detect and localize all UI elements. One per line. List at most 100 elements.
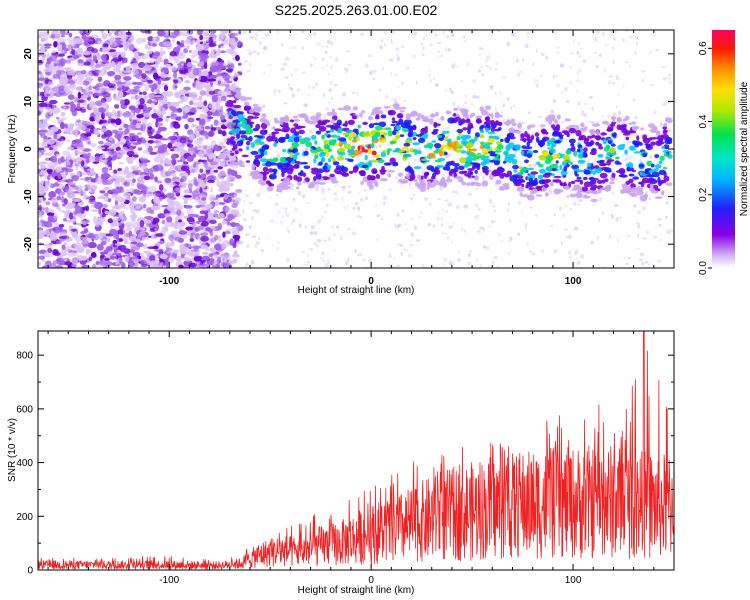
background-speckle (255, 31, 259, 37)
background-speckle (488, 199, 492, 203)
background-speckle (578, 199, 583, 203)
noise-blob (44, 157, 51, 161)
signal-blob (380, 178, 388, 182)
noise-blob (215, 263, 220, 268)
signal-blob (342, 132, 350, 136)
background-speckle (413, 31, 418, 36)
background-speckle (485, 65, 490, 67)
noise-blob (209, 65, 218, 73)
signal-blob (268, 133, 273, 137)
signal-blob (272, 126, 276, 130)
noise-blob (63, 85, 71, 93)
background-speckle (450, 90, 455, 94)
noise-blob (123, 76, 132, 81)
noise-blob (92, 263, 97, 268)
noise-blob (108, 37, 114, 41)
background-speckle (437, 212, 441, 215)
signal-blob (603, 167, 612, 173)
noise-blob (101, 241, 107, 246)
signal-blob (599, 159, 605, 163)
signal-blob (611, 172, 616, 178)
signal-blob (423, 132, 428, 140)
signal-blob (347, 119, 355, 126)
noise-blob (226, 60, 232, 66)
noise-blob (208, 36, 214, 44)
signal-blob (322, 165, 328, 170)
noise-blob (40, 161, 49, 165)
signal-blob (481, 124, 485, 129)
signal-blob (398, 118, 404, 125)
background-speckle (622, 84, 625, 88)
colorbar: 0.00.20.40.6 Normalized spectral amplitu… (698, 30, 750, 275)
signal-blob (544, 192, 549, 197)
noise-blob (179, 61, 186, 65)
noise-blob (131, 178, 136, 184)
noise-blob (86, 234, 95, 238)
background-speckle (521, 210, 524, 213)
noise-blob (118, 128, 123, 131)
signal-blob (260, 183, 267, 186)
background-speckle (369, 70, 373, 75)
background-speckle (415, 239, 421, 242)
background-speckle (395, 225, 399, 229)
signal-blob (469, 114, 473, 119)
background-speckle (561, 120, 566, 124)
background-speckle (276, 242, 281, 244)
background-speckle (437, 49, 440, 54)
noise-blob (184, 123, 189, 130)
noise-blob (38, 162, 41, 166)
background-speckle (340, 236, 343, 241)
noise-blob (67, 68, 73, 76)
background-speckle (326, 64, 329, 68)
noise-blob (135, 81, 143, 86)
noise-blob (57, 173, 62, 180)
background-speckle (328, 88, 333, 93)
signal-blob (651, 171, 660, 178)
background-speckle (347, 63, 353, 66)
background-speckle (517, 200, 522, 205)
background-speckle (611, 191, 615, 195)
signal-blob (526, 167, 534, 171)
background-speckle (467, 261, 472, 265)
background-speckle (334, 58, 339, 62)
noise-blob (204, 213, 209, 220)
signal-blob (338, 137, 347, 142)
signal-blob (557, 189, 562, 194)
background-speckle (324, 263, 329, 268)
noise-blob (195, 132, 201, 138)
background-speckle (245, 194, 249, 198)
noise-blob (177, 142, 182, 147)
background-speckle (423, 197, 428, 201)
background-speckle (601, 211, 604, 215)
background-speckle (576, 71, 579, 75)
noise-blob (193, 222, 197, 228)
noise-blob (177, 116, 182, 120)
signal-blob (256, 106, 262, 113)
signal-blob (374, 154, 381, 159)
noise-blob (203, 32, 207, 36)
background-speckle (407, 253, 412, 258)
background-speckle (502, 103, 506, 108)
signal-blob (602, 138, 608, 145)
signal-blob (503, 185, 510, 190)
noise-blob (163, 152, 170, 156)
signal-blob (484, 105, 492, 110)
background-speckle (409, 186, 414, 189)
background-speckle (341, 188, 346, 191)
noise-blob (94, 100, 103, 106)
signal-blob (444, 138, 448, 142)
noise-blob (90, 251, 97, 258)
noise-blob (102, 111, 106, 117)
noise-blob (211, 248, 217, 254)
signal-blob (395, 125, 402, 131)
noise-blob (47, 138, 55, 146)
background-speckle (477, 208, 481, 211)
background-speckle (463, 35, 466, 38)
noise-blob (173, 71, 178, 79)
signal-blob (237, 123, 243, 128)
noise-blob (222, 257, 228, 263)
signal-blob (513, 181, 522, 187)
signal-blob (255, 142, 260, 146)
noise-blob (218, 141, 225, 147)
